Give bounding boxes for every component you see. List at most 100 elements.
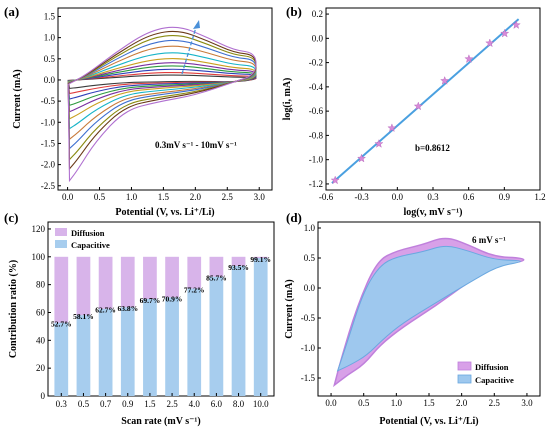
panel-c-frame [47,221,275,397]
bar-capacitive [187,288,202,396]
panel-b-points [330,20,521,185]
legend-capacitive-label: Capacitive [71,240,110,250]
bar-data-label: 99.1% [250,255,271,264]
panel-c-bars: 52.7%58.1%62.7% 63.8%69.7% 70.9%77.2%85.7%… [51,255,271,396]
cv-curve [67,45,257,141]
bar-data-label: 69.7% [140,296,161,305]
panel-d-xlabel: Potential (V, vs. Li⁺/Li) [379,416,478,427]
panel-a: (a) 0.0 0.5 1.0 1.5 2.0 2.5 3.0 -2.5 -2.0 -1.5 -1.… [4,4,273,218]
panel-c: (c) 52.7%58.1%62.7% 63.8%69.7% 70.9%77.2%8… [4,210,275,427]
panel-a-xtick-label: 0.5 [94,192,106,202]
panel-b-ylabel: log(i, mA) [282,78,293,121]
panel-b-ytick-label: -1.0 [309,155,324,165]
panel-a-ticks: 0.0 0.5 1.0 1.5 2.0 2.5 3.0 -2.5 -2.0 -1.5 -1.0 -0.… [41,11,266,202]
panel-b-xtick-label: -0.3 [355,192,370,202]
panel-a-ylabel: Current (mA) [12,69,23,129]
bar-diffusion [98,256,113,309]
panel-d-xtick-label: 2.5 [489,398,501,408]
bar-diffusion [253,256,268,259]
panel-b-annotation: b=0.8612 [415,143,450,153]
scatter-point [464,54,474,63]
bar-capacitive [76,315,91,396]
legend-diffusion-swatch [55,228,67,236]
scatter-point [387,123,397,132]
panel-b-xtick-label: 0.3 [427,192,439,202]
panel-d-ytick-label: -1.5 [301,373,316,383]
cv-curve [67,30,257,171]
cv-curve [67,26,257,183]
panel-d-ytick-label: 1.0 [304,223,316,233]
panel-d-ylabel: Current (mA) [284,279,295,339]
bar-capacitive [165,297,179,396]
panel-a-cv-curves [67,26,257,183]
scatter-point [440,76,450,85]
panel-a-arrow-line [181,23,198,75]
panel-b-ytick-label: 0.2 [312,9,323,19]
bar-capacitive [231,265,246,396]
panel-d-xtick-label: 2.0 [456,398,468,408]
panel-a-ytick-label: -1.0 [41,117,56,127]
panel-d-xtick-label: 3.0 [521,398,533,408]
panel-c-xtick-label: 0.5 [78,399,90,409]
panel-a-ytick-label: 1.5 [44,11,56,21]
cv-curve [67,39,257,150]
panel-a-ytick-label: 0.0 [44,75,56,85]
panel-c-xtick-label: 0.7 [100,399,112,409]
panel-b-xlabel: log(v, mV s⁻¹) [404,207,463,218]
panel-c-ytick-label: 80 [36,280,46,290]
panel-a-ytick-label: -0.5 [41,96,56,106]
panel-d-ticks: 0.0 0.5 1.0 1.5 2.0 2.5 3.0 -1.5 -1.0 -0.5 0.0 0.5 1… [301,223,533,408]
panel-d: (d) 0.0 0.5 1.0 1.5 2.0 2.5 3.0-1.5-1.0-0.50.0… [284,210,541,427]
legend-diffusion-label: Diffusion [71,228,105,238]
panel-a-xtick-label: 2.0 [190,192,202,202]
bar-diffusion [143,256,157,299]
bar-diffusion [165,256,179,298]
cv-curve [67,52,257,130]
panel-a-label: (a) [4,4,19,19]
panel-b-xtick-label: 0.9 [499,192,511,202]
panel-c-xtick-label: 0.9 [122,399,134,409]
panel-c-xtick-label: 8.0 [233,399,245,409]
panel-c-label: (c) [4,210,18,225]
panel-d-ytick-label: -1.0 [301,343,316,353]
panel-a-ytick-label: 0.5 [44,54,56,64]
panel-c-legend: Diffusion Capacitive [55,228,110,250]
panel-a-ytick-label: -2.0 [41,160,56,170]
panel-b-ytick-label: -0.8 [309,130,324,140]
panel-c-xtick-label: 0.3 [56,399,68,409]
panel-a-frame [57,7,273,191]
panel-c-xtick-label: 10.0 [253,399,269,409]
bar-data-label: 85.7% [206,274,227,283]
panel-c-ticks: 0.3 0.5 0.7 0.9 1.5 2.5 4.0 6.0 8.0 10.0 0 20 40 60 80… [32,224,270,409]
bar-capacitive [253,258,268,396]
panel-b-ticks: -0.6 -0.3 0.0 0.3 0.6 0.9 1.2 -1.2 -1.0 -0.8 -0.6 -… [309,9,546,202]
panel-a-ytick-label: -1.5 [41,138,56,148]
panel-a-xtick-label: 1.5 [158,192,170,202]
panel-d-xtick-label: 1.0 [391,398,403,408]
bar-capacitive [54,322,69,396]
panel-d-xtick-label: 0.0 [325,398,337,408]
bar-diffusion [187,256,202,289]
bar-diffusion [231,256,246,266]
panel-b: (b) -0.6 -0.3 0.0 0.3 0.6 0.9 1.2-1.2-1.0-0.8-… [282,4,546,218]
bar-capacitive [120,307,135,396]
panel-b-ytick-label: -0.6 [309,106,324,116]
bar-data-label: 77.2% [184,286,205,295]
legend-capacitive-swatch [55,240,67,248]
bar-data-label: 52.7% [51,320,72,329]
panel-d-xtick-label: 0.5 [358,398,370,408]
legend-d-capacitive-label: Capacitive [475,375,514,385]
panel-c-ytick-label: 0 [41,391,46,401]
panel-a-xtick-label: 0.0 [62,192,74,202]
panel-b-ytick-label: -0.2 [309,58,323,68]
bar-diffusion [54,256,69,323]
panel-c-xtick-label: 2.5 [166,399,178,409]
panel-a-xlabel: Potential (V, vs. Li⁺/Li) [115,207,214,218]
panel-d-ytick-label: 0.5 [304,253,316,263]
panel-c-xtick-label: 1.5 [144,399,156,409]
bar-capacitive [209,276,224,396]
panel-d-capacitive-area [336,245,521,372]
bar-data-label: 58.1% [73,312,94,321]
cv-curve [67,35,257,161]
